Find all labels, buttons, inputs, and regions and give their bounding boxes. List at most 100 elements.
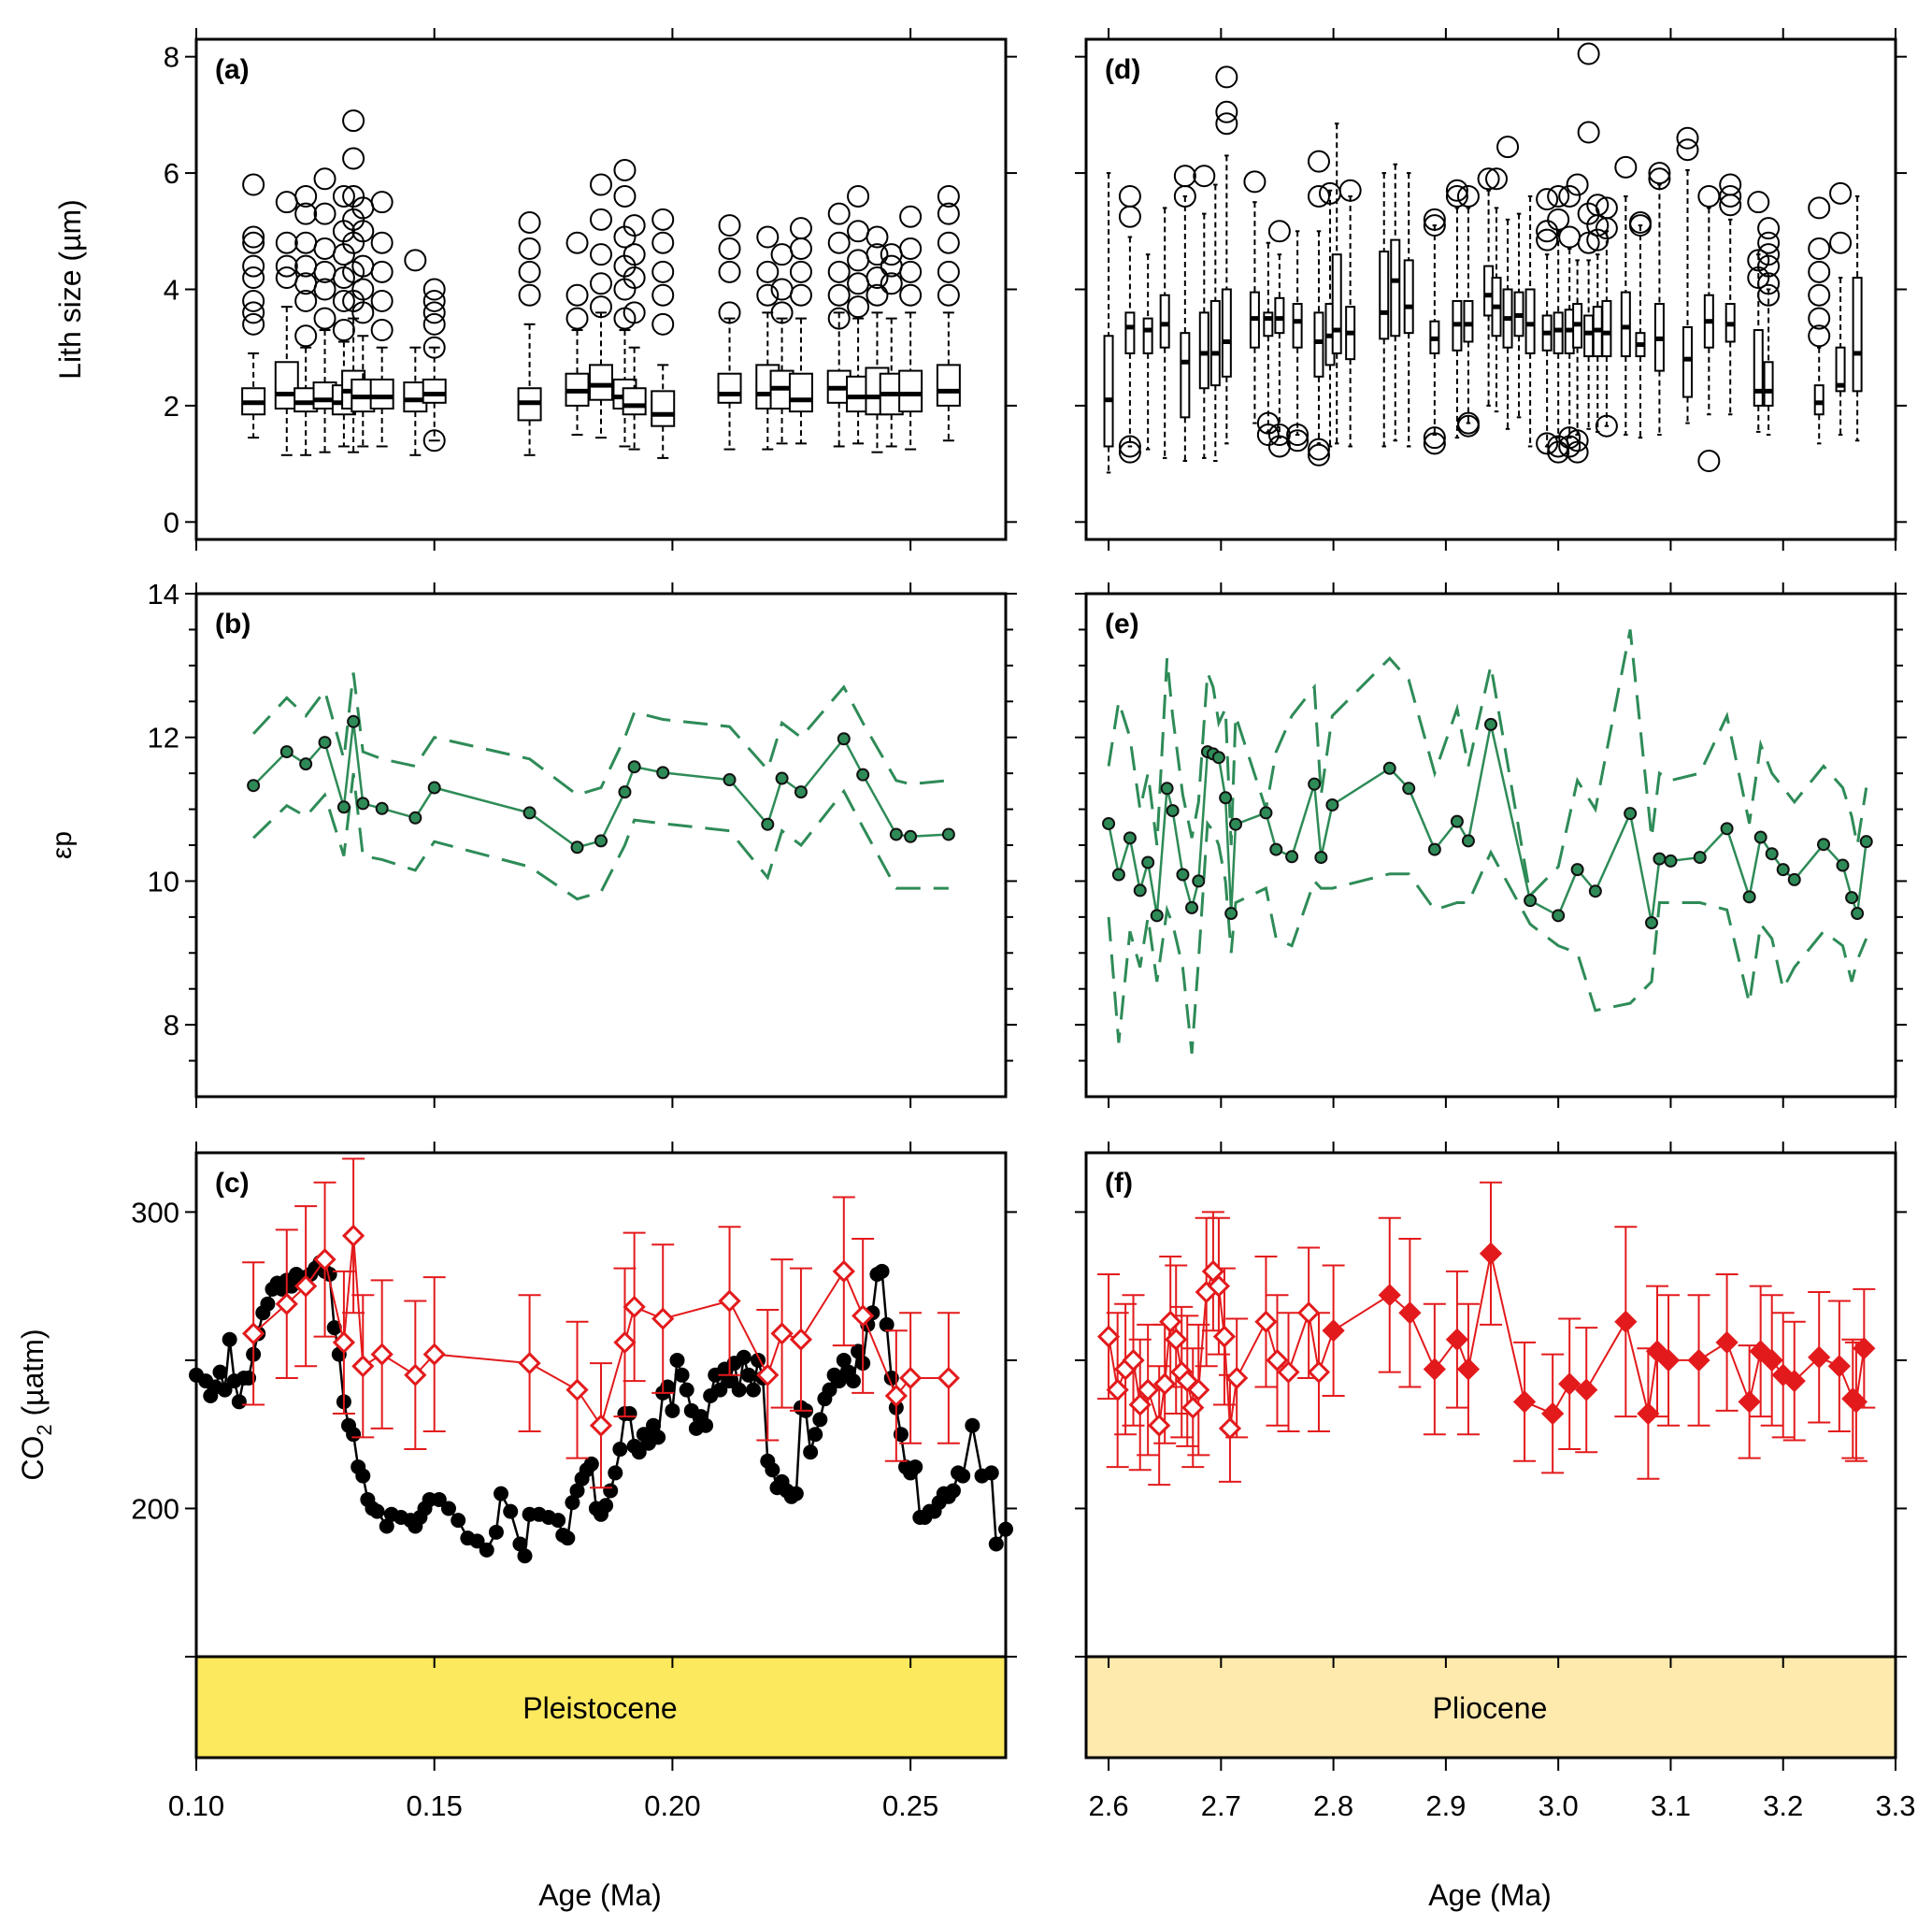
outlier <box>756 283 780 307</box>
box-plot <box>865 225 890 453</box>
data-point <box>1461 834 1475 848</box>
outlier <box>937 231 960 254</box>
co2-ice-core-point <box>851 1343 866 1359</box>
x-tick-label: 3.3 <box>1875 1789 1915 1822</box>
data-point <box>570 840 584 855</box>
co2-alkenone-diamond <box>937 1366 960 1390</box>
data-point <box>889 827 903 841</box>
co2-alkenone-diamond <box>884 1384 908 1408</box>
data-point <box>336 800 351 814</box>
outlier <box>370 260 394 283</box>
outlier <box>1808 237 1831 260</box>
co2-ice-core-point <box>879 1316 894 1332</box>
co2-alkenone-diamond <box>1128 1393 1152 1416</box>
co2-alkenone-diamond <box>1575 1378 1598 1401</box>
co2-ice-core-point <box>631 1444 647 1460</box>
co2-alkenone-diamond <box>589 1414 613 1437</box>
box <box>1221 288 1232 378</box>
outlier <box>899 260 923 283</box>
outlier <box>651 208 675 231</box>
box-plot <box>1256 241 1280 447</box>
co2-ice-core-point <box>746 1382 762 1398</box>
co2-alkenone-diamond <box>1445 1328 1469 1351</box>
box-plot <box>1757 217 1781 437</box>
panel-label: (f) <box>1105 1168 1133 1199</box>
outlier <box>1536 228 1559 251</box>
outlier <box>770 301 794 324</box>
box <box>1583 314 1595 358</box>
data-point <box>247 779 261 793</box>
box-plot <box>1719 173 1742 416</box>
x-tick-label: 0.25 <box>882 1789 938 1822</box>
outlier <box>1676 138 1699 162</box>
box <box>1524 288 1536 354</box>
co2-alkenone-diamond <box>1106 1378 1129 1401</box>
data-point <box>1859 835 1873 849</box>
box <box>1601 299 1612 358</box>
data-point <box>375 801 389 815</box>
outlier <box>1307 150 1330 173</box>
data-point <box>794 785 808 799</box>
co2-ice-core-point <box>326 1320 342 1336</box>
outlier <box>1829 231 1853 254</box>
outlier <box>1808 283 1831 307</box>
y-tick-label: 300 <box>131 1196 179 1228</box>
epoch-label-pliocene: Pliocene <box>1433 1691 1548 1725</box>
outlier <box>651 231 675 254</box>
outlier <box>789 237 812 260</box>
co2-ice-core-point <box>217 1382 233 1398</box>
co2-alkenone-diamond <box>1307 1360 1331 1384</box>
box <box>1159 294 1170 349</box>
data-point <box>1269 842 1283 856</box>
panel-c: 200 300 0.10 0.15 0.20 0.25 (c) CO2 (µatm) <box>16 1142 1017 1822</box>
data-point <box>1693 851 1707 865</box>
co2-alkenone-diamond <box>1423 1358 1446 1381</box>
outlier <box>1757 231 1781 254</box>
outlier <box>1215 112 1238 136</box>
data-point <box>775 771 789 785</box>
outlier <box>1586 194 1610 217</box>
outlier <box>1577 121 1600 144</box>
panel-label: (d) <box>1105 54 1140 85</box>
outlier <box>1558 225 1581 249</box>
outlier <box>651 283 675 307</box>
outlier <box>1423 208 1446 231</box>
x-tick-label: 0.10 <box>168 1789 224 1822</box>
box-plot <box>1648 162 1671 437</box>
outlier <box>1477 167 1500 191</box>
co2-alkenone-diamond <box>756 1363 780 1386</box>
outlier <box>937 260 960 283</box>
data-point <box>837 732 851 746</box>
co2-ice-core-point <box>551 1513 566 1529</box>
y-tick-label: 200 <box>131 1492 179 1525</box>
box-plot <box>1338 179 1362 448</box>
x-tick-label: 0.15 <box>407 1789 463 1822</box>
co2-ice-core-point <box>836 1352 852 1368</box>
data-point <box>1720 822 1734 836</box>
box-plot <box>1547 184 1570 464</box>
series-line-upper <box>1107 629 1868 898</box>
data-point <box>1787 872 1801 886</box>
panel-label: (c) <box>215 1168 250 1199</box>
co2-ice-core-point <box>698 1417 714 1433</box>
outlier <box>351 278 375 301</box>
co2-alkenone-diamond <box>770 1322 794 1345</box>
co2-alkenone-diamond <box>565 1378 589 1401</box>
box-plot <box>769 243 794 445</box>
box <box>1620 291 1631 358</box>
co2-alkenone-diamond <box>1277 1360 1300 1384</box>
co2-alkenone-diamond <box>623 1295 646 1318</box>
co2-alkenone-diamond <box>1266 1348 1289 1372</box>
co2-alkenone-diamond <box>1656 1348 1681 1372</box>
co2-alkenone-diamond <box>1808 1345 1831 1369</box>
outlier <box>518 237 541 260</box>
outlier <box>590 243 612 266</box>
co2-alkenone-diamond <box>422 1343 446 1366</box>
data-point <box>1192 874 1206 888</box>
co2-ice-core-point <box>674 1367 690 1383</box>
outlier <box>1267 220 1291 243</box>
outlier <box>847 249 870 272</box>
co2-ice-core-point <box>812 1412 828 1428</box>
data-point <box>347 714 361 728</box>
data-point <box>618 785 632 799</box>
